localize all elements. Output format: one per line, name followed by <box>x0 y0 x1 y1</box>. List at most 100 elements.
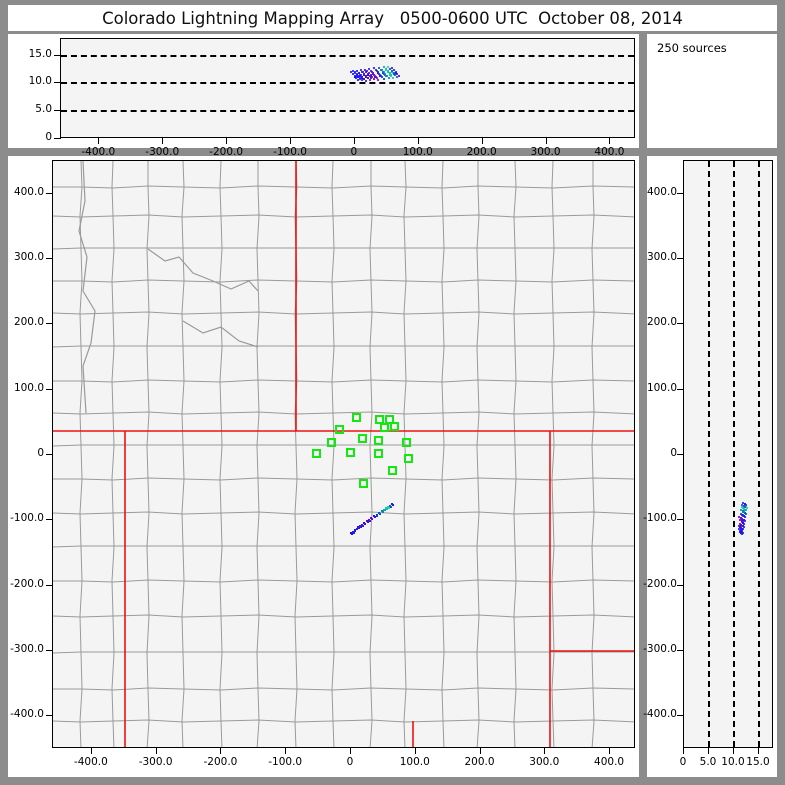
xtick-label-east-west: -100.0 <box>268 756 303 768</box>
vhf-source-point <box>362 77 365 80</box>
vhf-source-point <box>737 525 740 528</box>
lma-station-marker <box>326 438 336 448</box>
xtick-label-east-west: 100.0 <box>399 756 430 768</box>
xtick-east-west <box>353 138 355 144</box>
county-boundary <box>181 161 185 747</box>
vhf-source-point <box>384 74 387 77</box>
county-boundary <box>147 248 259 292</box>
ytick-altitude <box>54 54 61 56</box>
vhf-source-point <box>744 512 747 515</box>
ytick-north-south <box>46 584 53 586</box>
xtick-altitude <box>758 748 759 754</box>
vhf-source-point <box>742 510 745 513</box>
vhf-source-point <box>390 505 393 508</box>
page-title: Colorado Lightning Mapping Array 0500-06… <box>102 8 683 28</box>
xtick-east-west <box>349 748 351 754</box>
xtick-label-east-west: 300.0 <box>530 146 561 158</box>
vhf-source-point <box>388 73 391 76</box>
vhf-source-point <box>379 512 382 515</box>
xtick-label-east-west: -100.0 <box>273 146 307 158</box>
vhf-source-point <box>743 511 746 514</box>
lma-station-marker <box>345 448 355 458</box>
altitude-vs-north-south-panel <box>647 156 777 777</box>
county-and-state-boundaries <box>53 161 634 747</box>
xtick-label-east-west: -200.0 <box>209 146 244 158</box>
xtick-label-altitude: 10.0 <box>721 756 745 768</box>
vhf-source-point <box>389 68 392 70</box>
vhf-source-point <box>386 508 389 511</box>
ytick-label-north-south: -400.0 <box>10 708 44 721</box>
vhf-source-point <box>738 516 741 519</box>
county-boundary <box>53 411 634 415</box>
county-boundary <box>53 545 634 548</box>
vhf-source-point <box>741 531 744 534</box>
altitude-vs-east-west-plot-area[interactable] <box>60 38 635 138</box>
county-boundary <box>513 161 517 747</box>
vhf-source-point <box>357 71 360 74</box>
lma-station-marker <box>334 425 344 435</box>
vhf-source-point <box>366 521 369 524</box>
vhf-source-point <box>741 509 744 512</box>
vhf-source-point <box>368 519 371 522</box>
vhf-source-point <box>745 509 748 512</box>
vhf-source-point <box>366 76 369 79</box>
vhf-source-point <box>740 527 743 530</box>
altitude-vs-north-south-plot-area[interactable] <box>683 160 773 748</box>
ytick-label-north-south: 300.0 <box>646 251 677 263</box>
vhf-source-point <box>740 506 743 509</box>
vhf-source-point <box>382 77 385 80</box>
xtick-label-east-west: 200.0 <box>466 146 497 158</box>
xtick-east-west <box>226 138 228 144</box>
vhf-source-point <box>390 70 393 72</box>
county-boundary <box>53 687 634 691</box>
vhf-source-point <box>743 519 746 522</box>
county-boundary <box>146 161 150 747</box>
county-boundary <box>53 345 634 348</box>
vhf-source-point <box>366 70 369 73</box>
county-boundary <box>78 161 96 414</box>
ytick-north-south <box>677 519 684 521</box>
xtick-label-east-west: 400.0 <box>594 146 625 158</box>
xtick-altitude <box>708 748 709 754</box>
vhf-source-point <box>368 68 371 70</box>
vhf-source-point <box>354 529 357 532</box>
xtick-label-east-west: 0 <box>346 756 354 768</box>
gridline-altitude <box>61 110 634 113</box>
ytick-label-north-south: 100.0 <box>13 381 44 394</box>
vhf-source-point <box>354 71 357 74</box>
vhf-source-point <box>394 74 397 76</box>
vhf-source-point <box>379 73 382 76</box>
ytick-altitude <box>54 110 61 112</box>
vhf-source-point <box>739 528 742 531</box>
vhf-source-point <box>352 531 355 534</box>
vhf-source-point <box>739 512 742 515</box>
ytick-north-south <box>46 192 53 194</box>
xtick-label-east-west: -200.0 <box>203 756 238 768</box>
ytick-north-south <box>46 388 53 390</box>
county-boundary <box>53 511 634 515</box>
plan-view-map-plot-area[interactable] <box>52 160 635 748</box>
vhf-source-point <box>391 66 394 69</box>
lma-station-marker <box>380 422 390 432</box>
vhf-source-point <box>380 75 383 78</box>
ytick-label-north-south: 0 <box>670 447 677 459</box>
county-boundary <box>53 719 634 723</box>
vhf-source-point <box>388 506 391 509</box>
vhf-source-point <box>738 522 741 525</box>
vhf-source-point <box>377 71 380 74</box>
vhf-source-point <box>740 508 743 511</box>
xtick-east-west <box>481 138 483 144</box>
vhf-source-point <box>742 522 744 525</box>
vhf-source-point <box>394 70 397 73</box>
xtick-east-west <box>290 138 291 144</box>
county-boundary <box>219 161 223 747</box>
title-bar: Colorado Lightning Mapping Array 0500-06… <box>8 5 777 31</box>
vhf-source-point <box>361 75 364 78</box>
xtick-label-east-west: 200.0 <box>464 756 495 768</box>
vhf-source-point <box>363 68 366 71</box>
vhf-source-point <box>392 76 395 79</box>
vhf-source-point <box>744 504 747 507</box>
vhf-source-point <box>739 526 741 529</box>
vhf-source-point <box>355 69 358 72</box>
